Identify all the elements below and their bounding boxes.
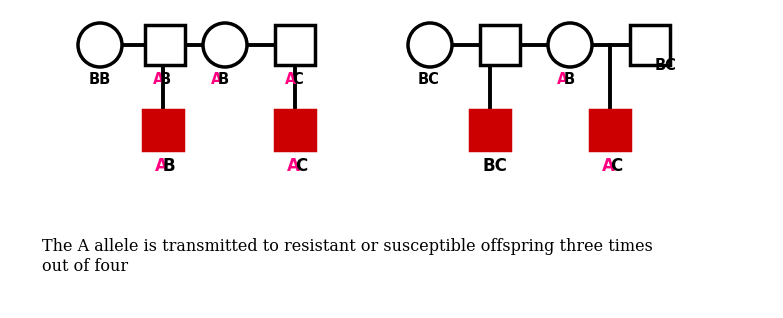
Bar [275, 110, 315, 150]
Text: The A allele is transmitted to resistant or susceptible offspring three times
ou: The A allele is transmitted to resistant… [42, 238, 653, 275]
Circle shape [203, 23, 247, 67]
Bar [470, 110, 510, 150]
Bar [143, 110, 183, 150]
Bar [480, 25, 520, 65]
Text: BC: BC [655, 58, 677, 73]
Bar [275, 25, 315, 65]
Text: A: A [602, 157, 615, 175]
Text: BB: BB [88, 72, 110, 87]
Text: BC: BC [482, 157, 507, 175]
Bar [590, 110, 630, 150]
Circle shape [548, 23, 592, 67]
Bar [145, 25, 185, 65]
Text: B: B [160, 72, 171, 87]
Bar [630, 25, 670, 65]
Circle shape [408, 23, 452, 67]
Text: B: B [163, 157, 175, 175]
Text: A: A [211, 72, 222, 87]
Text: A: A [557, 72, 568, 87]
Text: B: B [218, 72, 229, 87]
Text: A: A [285, 72, 297, 87]
Circle shape [78, 23, 122, 67]
Text: A: A [155, 157, 168, 175]
Text: A: A [287, 157, 300, 175]
Text: C: C [292, 72, 303, 87]
Text: C: C [295, 157, 307, 175]
Text: BC: BC [417, 72, 439, 87]
Text: A: A [153, 72, 164, 87]
Text: B: B [564, 72, 576, 87]
Text: C: C [610, 157, 622, 175]
